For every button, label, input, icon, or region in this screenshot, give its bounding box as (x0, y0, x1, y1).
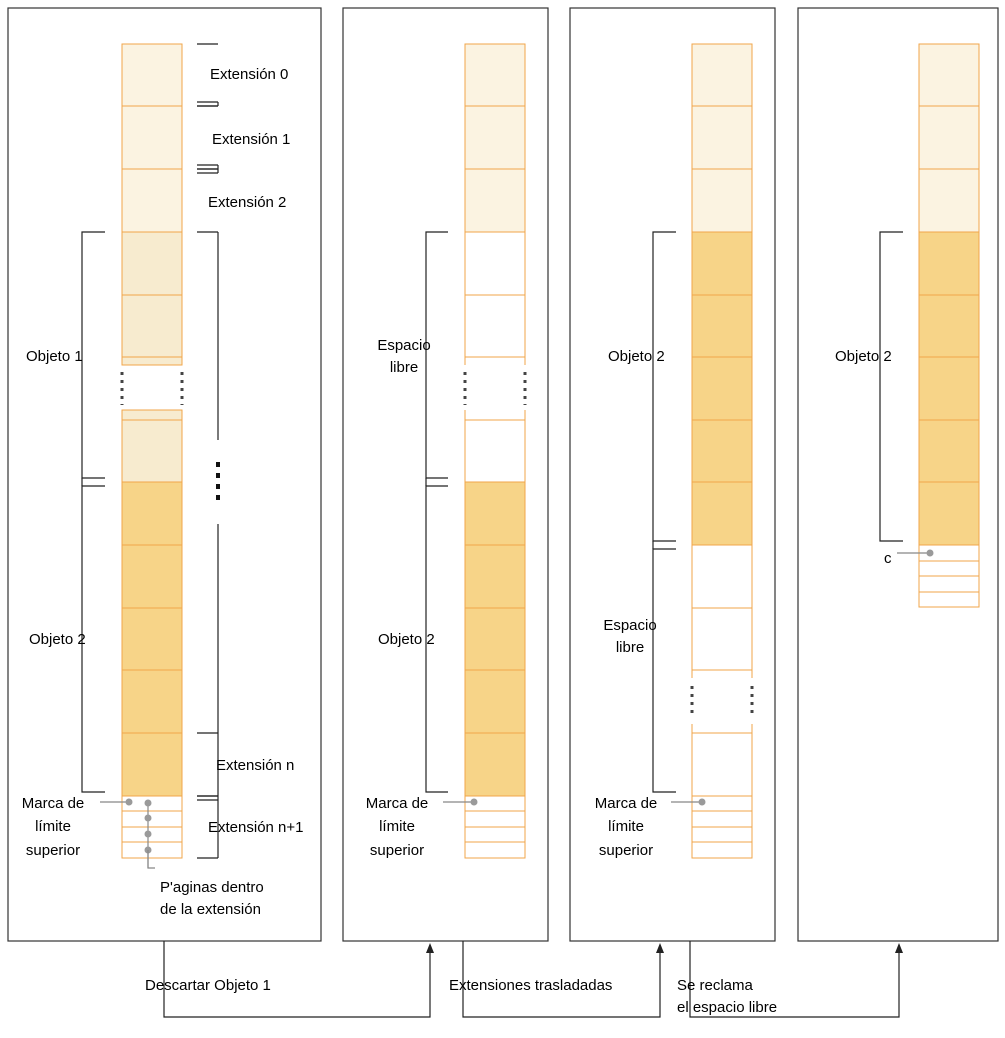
panel-4: Objeto 2 c (797, 7, 999, 942)
panel-1: Extensión 0 Extensión 1 Extensión 2 Exte… (7, 7, 322, 942)
label-extension-0: Extensión 0 (210, 66, 288, 83)
label-hwm-line2: límite (379, 818, 415, 835)
label-hwm-line2: límite (608, 818, 644, 835)
label-free-space-line1: Espacio (377, 337, 430, 354)
panel-4-bracket (879, 231, 903, 542)
panel-2: Espacio libre Objeto 2 Marca de límite s… (342, 7, 549, 942)
panel-2-brackets (425, 231, 448, 793)
panel-1-cells (120, 43, 184, 859)
flow-drop-object: Descartar Objeto 1 (145, 941, 434, 1018)
label-extension-n1: Extensión n+1 (208, 819, 304, 836)
panel-3-brackets (652, 231, 676, 793)
panel-3-hwm-pointer (671, 798, 706, 806)
label-hwm-line3: superior (26, 842, 80, 859)
extent-brackets (197, 43, 220, 859)
label-object-2: Objeto 2 (378, 631, 435, 648)
label-object-2: Objeto 2 (835, 348, 892, 365)
label-object-2: Objeto 2 (29, 631, 86, 648)
label-hwm-line1: Marca de (22, 795, 85, 812)
label-object-2: Objeto 2 (608, 348, 665, 365)
panel-3: Objeto 2 Espacio libre Marca de límite s… (569, 7, 776, 942)
panel-2-cells (463, 43, 527, 859)
label-hwm-line3: superior (599, 842, 653, 859)
flow-reclaim-free-space: Se reclama el espacio libre (677, 941, 903, 1018)
panel-4-cells (918, 43, 980, 608)
flow-extents-moved: Extensiones trasladadas (449, 941, 664, 1018)
label-hwm-line2: límite (35, 818, 71, 835)
object-brackets (81, 231, 105, 793)
label-extension-n: Extensión n (216, 757, 294, 774)
label-free-space-line2: libre (390, 359, 418, 376)
label-pages-line1: P'aginas dentro (160, 879, 264, 896)
label-object-1: Objeto 1 (26, 348, 83, 365)
pages-pointer (144, 799, 155, 869)
label-hwm-line3: superior (370, 842, 424, 859)
hwm-pointer (100, 798, 133, 806)
label-extension-1: Extensión 1 (212, 131, 290, 148)
label-hwm-line1: Marca de (366, 795, 429, 812)
step-drop-object: Descartar Objeto 1 (145, 977, 271, 994)
step-extents-moved: Extensiones trasladadas (449, 977, 612, 994)
label-pages-line2: de la extensión (160, 901, 261, 918)
label-free-space-line2: libre (616, 639, 644, 656)
step-reclaim-line2: el espacio libre (677, 999, 777, 1016)
label-hwm-line1: Marca de (595, 795, 658, 812)
panel-2-hwm-pointer (443, 798, 478, 806)
label-c: c (884, 550, 892, 567)
step-reclaim-line1: Se reclama (677, 977, 754, 994)
label-free-space-line1: Espacio (603, 617, 656, 634)
panel-3-cells (690, 43, 754, 859)
panel-4-c-pointer (897, 549, 934, 557)
label-extension-2: Extensión 2 (208, 194, 286, 211)
